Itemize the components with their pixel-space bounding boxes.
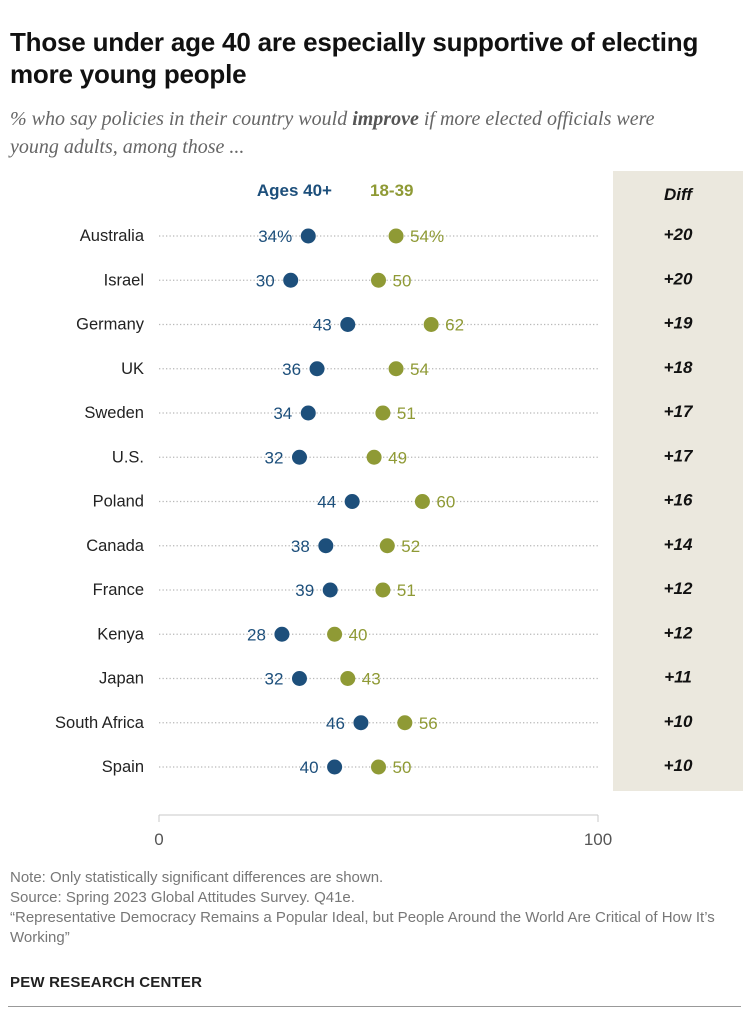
younger-value-label: 51 (397, 404, 416, 423)
older-dot (318, 538, 334, 554)
younger-dot (371, 272, 386, 288)
diff-value: +17 (664, 402, 694, 421)
younger-dot (375, 405, 391, 421)
younger-dot (414, 494, 430, 509)
country-label: Israel (104, 271, 144, 289)
older-value-label: 32 (265, 670, 284, 689)
younger-dot (375, 582, 391, 598)
country-label: UK (121, 360, 144, 378)
younger-value-label: 52 (401, 537, 420, 556)
country-label: Japan (99, 670, 144, 688)
younger-value-label: 54 (410, 360, 429, 379)
diff-value: +18 (664, 358, 693, 377)
diff-value: +10 (664, 756, 693, 775)
chart-title: Those under age 40 are especially suppor… (10, 27, 699, 89)
bottom-rule (8, 1006, 741, 1007)
younger-dot (388, 361, 404, 377)
younger-value-label: 40 (349, 625, 368, 644)
older-dot (274, 626, 290, 642)
diff-column-background (613, 171, 743, 791)
older-value-label: 34% (258, 227, 292, 246)
younger-value-label: 56 (419, 714, 438, 733)
diff-value: +14 (664, 535, 693, 554)
older-value-label: 43 (313, 316, 332, 335)
country-label: Germany (76, 316, 145, 334)
older-dot (353, 715, 369, 731)
older-value-label: 30 (256, 271, 275, 290)
older-dot (283, 272, 299, 288)
country-label: Canada (86, 537, 145, 555)
younger-dot (340, 671, 356, 686)
country-label: U.S. (112, 448, 144, 466)
report-title-text: “Representative Democracy Remains a Popu… (10, 909, 715, 946)
younger-value-label: 43 (362, 670, 381, 689)
legend-older: Ages 40+ (257, 181, 332, 200)
country-label: South Africa (55, 714, 145, 732)
note-text: Note: Only statistically significant dif… (10, 869, 384, 886)
legend-younger: 18-39 (370, 181, 413, 200)
diff-value: +17 (664, 446, 694, 465)
country-label: Poland (93, 493, 144, 511)
older-dot (322, 582, 338, 598)
diff-value: +19 (664, 314, 693, 333)
older-dot (300, 405, 316, 421)
older-value-label: 40 (300, 758, 319, 777)
country-label: Australia (80, 227, 145, 245)
diff-value: +16 (664, 491, 693, 510)
younger-value-label: 54% (410, 227, 444, 246)
younger-value-label: 51 (397, 581, 416, 600)
younger-dot (423, 317, 439, 332)
dot-plot: Diff Ages 40+ 18-39 Australia 34% 54% +20 Israe… (55, 171, 743, 849)
older-dot (309, 361, 325, 377)
diff-value: +12 (664, 579, 693, 598)
credit: PEW RESEARCH CENTER (10, 974, 203, 991)
country-label: France (93, 581, 144, 599)
older-value-label: 32 (265, 448, 284, 467)
older-dot (344, 494, 360, 509)
younger-value-label: 50 (393, 271, 412, 290)
source-text: Source: Spring 2023 Global Attitudes Sur… (10, 889, 355, 906)
younger-dot (327, 626, 343, 642)
younger-dot (366, 449, 382, 465)
older-value-label: 44 (317, 493, 336, 512)
chart-subtitle: % who say policies in their country woul… (10, 105, 700, 161)
older-value-label: 39 (295, 581, 314, 600)
younger-dot (397, 715, 413, 731)
older-dot (327, 759, 343, 775)
subtitle-emphasis: improve (352, 108, 419, 130)
younger-value-label: 60 (436, 493, 455, 512)
younger-dot (388, 228, 404, 244)
country-label: Sweden (84, 404, 144, 422)
older-dot (291, 671, 307, 686)
younger-value-label: 49 (388, 448, 407, 467)
subtitle-after: if more elected officials were young adu… (10, 108, 655, 158)
diff-value: +11 (664, 668, 692, 687)
diff-value: +10 (664, 712, 693, 731)
older-value-label: 36 (282, 360, 301, 379)
notes: Note: Only statistically significant dif… (10, 868, 730, 948)
older-value-label: 34 (273, 404, 292, 423)
x-tick-label: 0 (154, 830, 163, 849)
older-value-label: 38 (291, 537, 310, 556)
x-tick-label: 100 (584, 830, 612, 849)
older-dot (340, 317, 356, 332)
diff-value: +12 (664, 623, 693, 642)
older-value-label: 46 (326, 714, 345, 733)
diff-value: +20 (664, 269, 693, 288)
older-dot (291, 449, 307, 465)
country-label: Spain (102, 758, 144, 776)
older-value-label: 28 (247, 625, 266, 644)
younger-dot (379, 538, 395, 554)
diff-header: Diff (664, 185, 694, 204)
younger-value-label: 50 (393, 758, 412, 777)
diff-value: +20 (664, 225, 693, 244)
older-dot (300, 228, 316, 244)
country-label: Kenya (97, 625, 145, 643)
younger-dot (371, 759, 386, 775)
younger-value-label: 62 (445, 316, 464, 335)
subtitle-before: % who say policies in their country woul… (10, 108, 353, 130)
